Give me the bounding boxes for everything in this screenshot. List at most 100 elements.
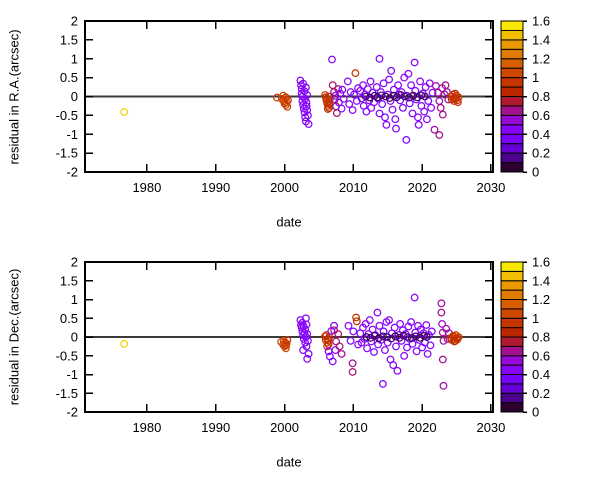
data-point [392, 124, 400, 133]
data-point [439, 336, 448, 345]
dec-colorbar: 0 0.2 0.4 0.6 0.8 1 1.2 1.4 1.6 [500, 255, 550, 420]
data-point [381, 113, 389, 122]
colorbar-cell [500, 143, 524, 154]
data-point [336, 89, 345, 98]
y-tick-label: -1.5 [56, 386, 78, 401]
data-point [434, 88, 442, 97]
data-point [281, 93, 290, 102]
data-point [428, 88, 437, 97]
data-point [438, 110, 447, 119]
data-point [303, 354, 312, 363]
data-point [400, 73, 409, 82]
data-point [335, 342, 344, 351]
y-tick-label: 1 [71, 292, 78, 307]
data-point [334, 85, 343, 93]
data-point [413, 93, 422, 102]
colorbar-tick-label: 0.6 [532, 108, 550, 123]
data-point [337, 104, 346, 113]
data-point [304, 120, 313, 129]
colorbar-cell [500, 299, 524, 310]
x-tick-label: 2000 [270, 180, 299, 195]
data-point [332, 109, 341, 118]
data-point [299, 346, 308, 355]
ra-x-axis-title: date [276, 214, 302, 230]
data-point [435, 97, 444, 105]
y-tick-label: 0 [71, 330, 78, 345]
data-point [407, 334, 416, 343]
colorbar-cell [500, 105, 524, 116]
colorbar-tick-label: 0.2 [532, 386, 550, 401]
x-tick-label: 1990 [201, 180, 230, 195]
y-tick-label: -2 [66, 165, 78, 180]
x-tick-label: 1980 [132, 180, 161, 195]
data-point [438, 319, 447, 328]
data-point [430, 125, 439, 134]
data-point [375, 109, 384, 118]
data-point [349, 327, 358, 336]
data-point [422, 321, 431, 329]
ra-colorbar: 0 0.2 0.4 0.6 0.8 1 1.2 1.4 1.6 [500, 14, 550, 180]
data-point [399, 331, 408, 340]
data-point [400, 351, 409, 360]
data-point [337, 349, 346, 358]
data-point [281, 344, 290, 353]
y-tick-label: 0.5 [60, 70, 78, 85]
colorbar-cell [500, 364, 524, 375]
colorbar-cell [500, 20, 524, 31]
colorbar-cell [500, 124, 524, 135]
data-point [381, 92, 390, 101]
data-point [392, 93, 401, 102]
scatter-points [120, 293, 463, 390]
data-point [382, 120, 391, 129]
data-point [403, 343, 411, 352]
colorbar-tick-label: 0.2 [532, 146, 550, 161]
data-point [303, 111, 312, 120]
data-point [438, 355, 447, 364]
data-point [325, 100, 334, 109]
data-point [396, 319, 405, 328]
colorbar-tick-label: 1.2 [532, 292, 550, 307]
data-point [410, 293, 419, 302]
colorbar-tick-label: 1.4 [532, 32, 550, 47]
data-point [422, 333, 431, 341]
dec-panel: 1980 1990 2000 2010 2020 2030 2 1.5 1 0.5 0 -0.5 -1 -… [56, 255, 506, 436]
colorbar-cell [500, 29, 524, 41]
colorbar-cell [500, 77, 524, 88]
data-point [445, 329, 453, 338]
data-point [331, 346, 340, 355]
data-point [334, 330, 343, 338]
data-point [348, 367, 357, 376]
y-tick-label: 0.5 [60, 311, 78, 326]
data-point [404, 69, 413, 78]
data-point [372, 83, 381, 92]
data-point [408, 339, 417, 348]
data-point [426, 341, 435, 350]
data-point [362, 107, 371, 116]
data-point [417, 91, 426, 100]
data-point [344, 321, 353, 330]
data-point [453, 98, 462, 107]
data-point [366, 333, 375, 342]
data-point [388, 105, 397, 114]
data-point [377, 91, 386, 100]
data-point [343, 77, 352, 86]
x-tick-label: 2030 [476, 420, 505, 435]
data-point [324, 336, 333, 345]
data-point [379, 79, 388, 88]
data-point [454, 93, 463, 102]
data-point [390, 323, 399, 332]
x-tick-label: 2030 [476, 180, 505, 195]
colorbar-tick-label: 0 [532, 165, 539, 180]
colorbar-tick-label: 0.8 [532, 330, 550, 345]
colorbar-cell [500, 308, 524, 319]
data-point [391, 115, 400, 124]
data-point [350, 90, 358, 99]
scatter-points [120, 54, 463, 144]
colorbar-cell [500, 162, 524, 173]
data-point [398, 103, 407, 112]
data-point [345, 100, 354, 109]
data-point [391, 332, 400, 341]
data-point [412, 347, 421, 356]
data-point [402, 135, 411, 144]
data-point [283, 336, 292, 344]
